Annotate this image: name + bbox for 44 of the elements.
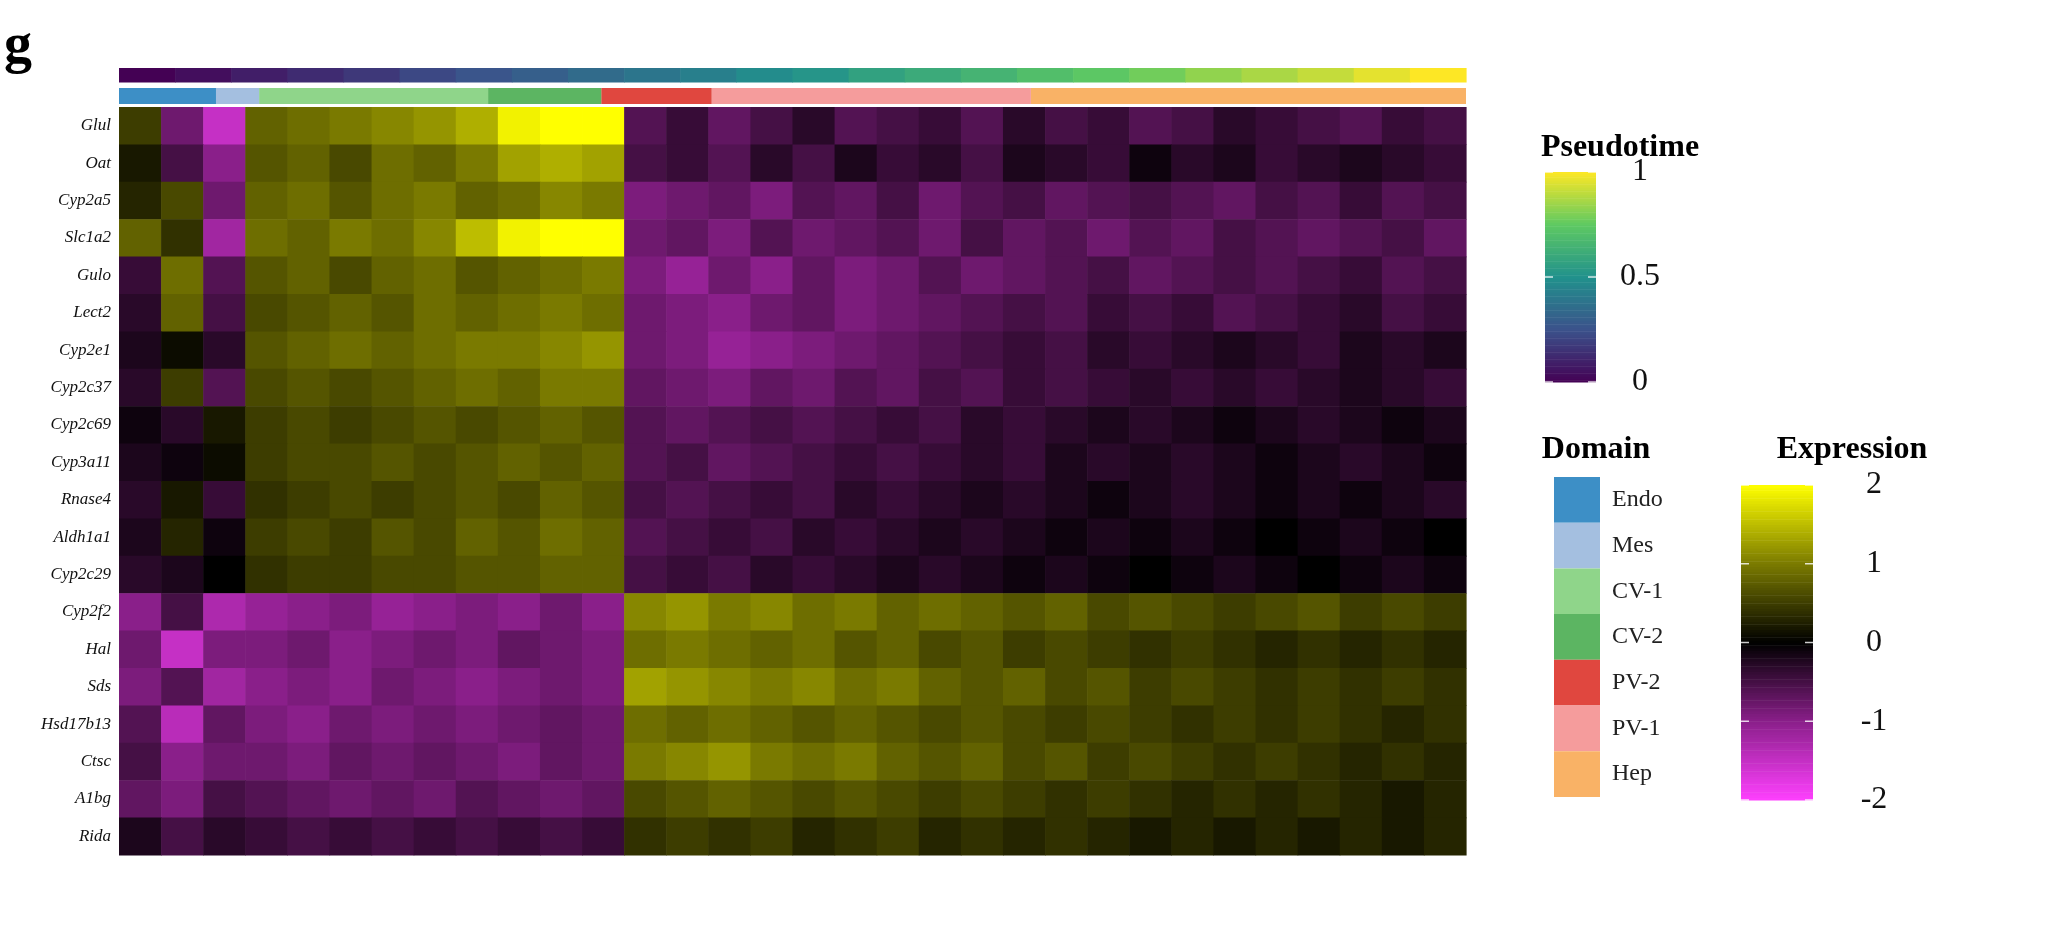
y-tick-label: Cyp2f2 [61, 601, 112, 621]
legend-label: Mes [1612, 530, 1654, 557]
bar [119, 88, 216, 104]
legend-label: PV-1 [1612, 713, 1661, 740]
y-tick-label: Slc1a2 [64, 227, 112, 247]
bar [488, 88, 602, 104]
y-tick-label: Ctsc [80, 750, 112, 770]
y-tick-label: Cyp2c37 [50, 376, 113, 396]
color-bar-label: 0 [1632, 361, 1648, 398]
bar [215, 88, 260, 104]
color-bar-label: 2 [1866, 464, 1882, 501]
y-tick-label: Rnase4 [59, 489, 112, 509]
legend-title: Domain [1541, 429, 1651, 466]
y-tick-label: Hsd17b13 [40, 713, 111, 733]
color-bar-label: 0.5 [1620, 256, 1660, 293]
y-tick-label: Cyp2c29 [50, 563, 112, 583]
y-tick-label: A1bg [74, 788, 111, 808]
bar [711, 88, 1031, 104]
y-tick-label: Cyp3a11 [50, 451, 111, 471]
y-tick-label: Rida [77, 825, 111, 845]
color-bar-label: 1 [1866, 543, 1882, 580]
color-bar-title: Expression [1776, 429, 1928, 466]
color-bar-label: -2 [1860, 779, 1888, 816]
color-bar-label: -1 [1860, 700, 1888, 737]
legend-label: CV-1 [1612, 576, 1664, 603]
legend-label: Hep [1612, 759, 1652, 786]
y-tick-label: Glul [80, 115, 112, 135]
y-tick-label: Cyp2c69 [50, 414, 112, 434]
y-tick-label: Hal [84, 638, 112, 658]
legend-label: Endo [1612, 485, 1663, 512]
y-tick-label: Sds [87, 676, 112, 696]
y-tick-label: Oat [85, 152, 113, 172]
y-tick-label: Cyp2a5 [58, 189, 111, 209]
y-tick-label: Lect2 [72, 302, 112, 322]
legend-label: PV-2 [1612, 667, 1661, 694]
y-tick-label: Cyp2e1 [59, 339, 111, 359]
y-tick-label: Gulo [77, 264, 111, 284]
color-bar-label: 0 [1866, 621, 1882, 658]
bar [601, 88, 712, 104]
y-tick-label: Aldh1a1 [52, 526, 111, 546]
legend-label: CV-2 [1612, 622, 1664, 649]
bar [259, 88, 489, 104]
text: g [4, 12, 32, 74]
bar [1030, 88, 1466, 104]
